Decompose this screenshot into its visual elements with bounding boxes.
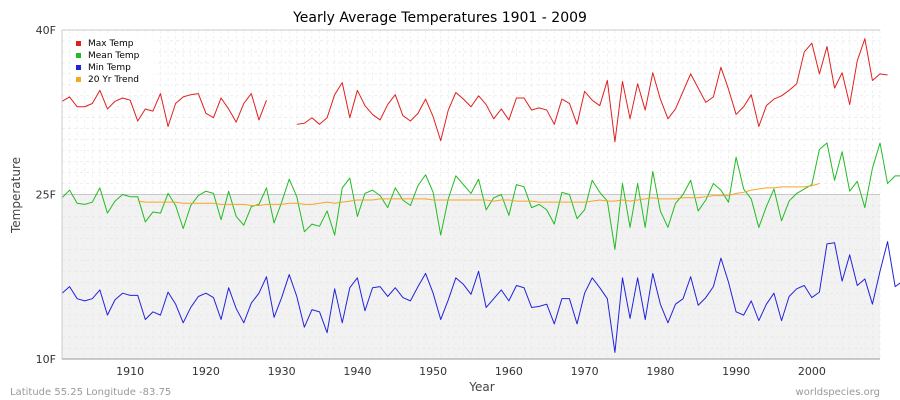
legend-label: 20 Yr Trend xyxy=(88,75,139,85)
y-axis-label: Temperature xyxy=(9,157,23,234)
x-tick-label: 1970 xyxy=(571,365,599,378)
legend-swatch xyxy=(76,77,81,82)
x-tick-label: 1950 xyxy=(419,365,447,378)
legend-label: Min Temp xyxy=(88,63,131,73)
legend-label: Max Temp xyxy=(88,39,134,49)
footer-source: worldspecies.org xyxy=(796,387,880,398)
x-tick-label: 1910 xyxy=(116,365,144,378)
series-line-20-yr-trend xyxy=(137,183,820,206)
legend-label: Mean Temp xyxy=(88,51,140,61)
x-tick-label: 1920 xyxy=(192,365,220,378)
x-tick-label: 2000 xyxy=(798,365,826,378)
axes: 1910 1920 1930 1940 1950 1960 1970 1980 1990 2000… xyxy=(36,24,880,378)
x-axis-label: Year xyxy=(468,380,494,394)
footer-location: Latitude 55.25 Longitude -83.75 xyxy=(10,387,171,398)
x-tick-label: 1930 xyxy=(268,365,296,378)
x-tick-label: 1960 xyxy=(495,365,523,378)
legend-box xyxy=(71,35,154,87)
series-line-mean-temp xyxy=(61,142,900,250)
legend-swatch xyxy=(76,65,81,70)
x-tick-label: 1940 xyxy=(343,365,371,378)
x-tick-label: 1980 xyxy=(646,365,674,378)
legend-swatch xyxy=(76,41,81,46)
chart-title: Yearly Average Temperatures 1901 - 2009 xyxy=(292,10,587,26)
legend: Max Temp Mean Temp Min Temp 20 Yr Trend xyxy=(71,35,154,87)
y-tick-label: 25F xyxy=(36,189,56,202)
series-layer xyxy=(61,38,900,353)
y-tick-label: 40F xyxy=(36,24,56,37)
series-line-max-temp xyxy=(61,38,888,143)
legend-swatch xyxy=(76,53,81,58)
y-tick-label: 10F xyxy=(36,353,56,366)
series-line-min-temp xyxy=(61,241,900,353)
x-tick-label: 1990 xyxy=(722,365,750,378)
